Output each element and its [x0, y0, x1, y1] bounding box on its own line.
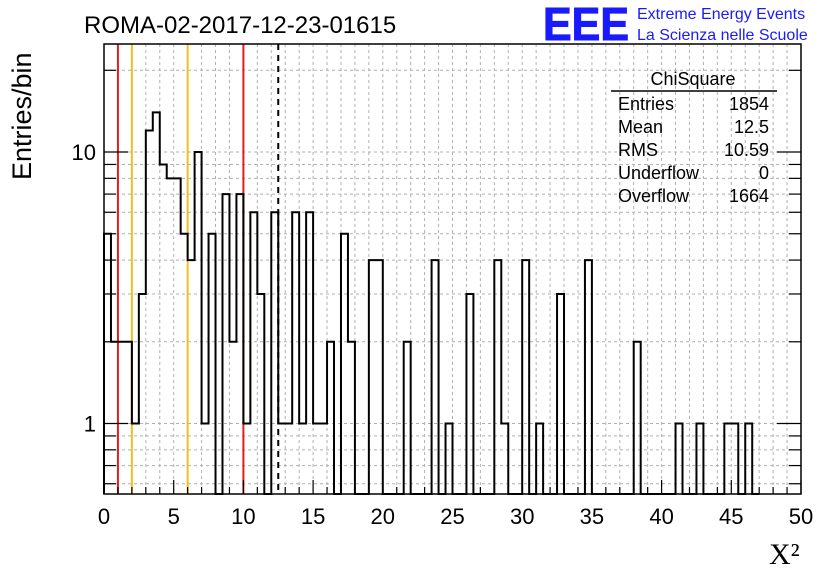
histogram-bin [348, 342, 355, 494]
x-tick-label: 5 [168, 504, 180, 529]
logo-line-1: Extreme Energy Events [637, 6, 805, 23]
histogram-bin [209, 234, 216, 494]
histogram-bin [327, 342, 334, 494]
histogram-bin [634, 342, 641, 494]
histogram-bin [376, 260, 383, 494]
x-tick-label: 20 [371, 504, 395, 529]
histogram-bin [557, 294, 564, 494]
y-tick-labels: 1 10 [72, 140, 96, 436]
stats-box: ChiSquare Entries 1854 Mean 12.5 RMS 10.… [611, 69, 777, 206]
x-tick-label: 35 [580, 504, 604, 529]
stats-label: Entries [618, 94, 674, 114]
axis-ticks [103, 69, 802, 494]
histogram-bin [257, 294, 264, 494]
histogram-bin [195, 152, 202, 494]
histogram-bin [181, 234, 188, 494]
histogram-bin [153, 112, 160, 494]
histogram-bin [104, 234, 111, 494]
histogram-bin [432, 260, 439, 494]
stats-value: 0 [759, 163, 769, 183]
x-tick-label: 50 [789, 504, 813, 529]
y-tick-label: 1 [84, 412, 96, 437]
x-tick-labels: 0 5 10 15 20 25 30 35 40 45 50 [98, 504, 813, 529]
histogram-bin [404, 342, 411, 494]
stats-label: RMS [618, 140, 658, 160]
histogram-bin [139, 294, 146, 494]
histogram-bin [522, 260, 529, 494]
histogram-bin [229, 342, 236, 494]
histogram-bin [111, 342, 118, 494]
histogram-bin [146, 131, 153, 494]
histogram-bin [271, 212, 278, 494]
stats-label: Mean [618, 117, 663, 137]
histogram-bin [125, 342, 132, 494]
histogram-bin [341, 234, 348, 494]
x-tick-label: 15 [301, 504, 325, 529]
stats-title: ChiSquare [650, 69, 735, 89]
logo-line-2: La Scienza nelle Scuole [637, 27, 808, 44]
histogram-bin [494, 260, 501, 494]
histogram-bin [369, 260, 376, 494]
eee-logo: EEE [543, 0, 629, 50]
histogram-bin [174, 178, 181, 494]
x-tick-label: 45 [719, 504, 743, 529]
histogram-bin [118, 342, 125, 494]
y-axis-label: Entries/bin [7, 52, 37, 180]
stats-label: Overflow [618, 186, 690, 206]
run-title: ROMA-02-2017-12-23-01615 [84, 12, 396, 39]
stats-value: 12.5 [734, 117, 769, 137]
x-tick-label: 0 [98, 504, 110, 529]
stats-value: 1854 [729, 94, 769, 114]
histogram-bin [160, 164, 167, 494]
histogram-bin [222, 194, 229, 494]
histogram-bin [236, 194, 243, 494]
histogram-bin [466, 294, 473, 494]
x-tick-label: 25 [440, 504, 464, 529]
histogram-bin [292, 212, 299, 494]
y-tick-label: 10 [72, 140, 96, 165]
histogram-bin [167, 178, 174, 494]
x-axis-label: X² [769, 538, 800, 571]
histogram-bin [585, 260, 592, 494]
histogram-bin [306, 212, 313, 494]
x-tick-label: 30 [510, 504, 534, 529]
marker-lines [116, 44, 280, 494]
stats-label: Underflow [618, 163, 700, 183]
stats-value: 10.59 [724, 140, 769, 160]
stats-value: 1664 [729, 186, 769, 206]
histogram-bin [250, 212, 257, 494]
histogram-outline [103, 111, 760, 495]
histogram-bin [188, 260, 195, 494]
x-tick-label: 10 [231, 504, 255, 529]
x-tick-label: 40 [649, 504, 673, 529]
